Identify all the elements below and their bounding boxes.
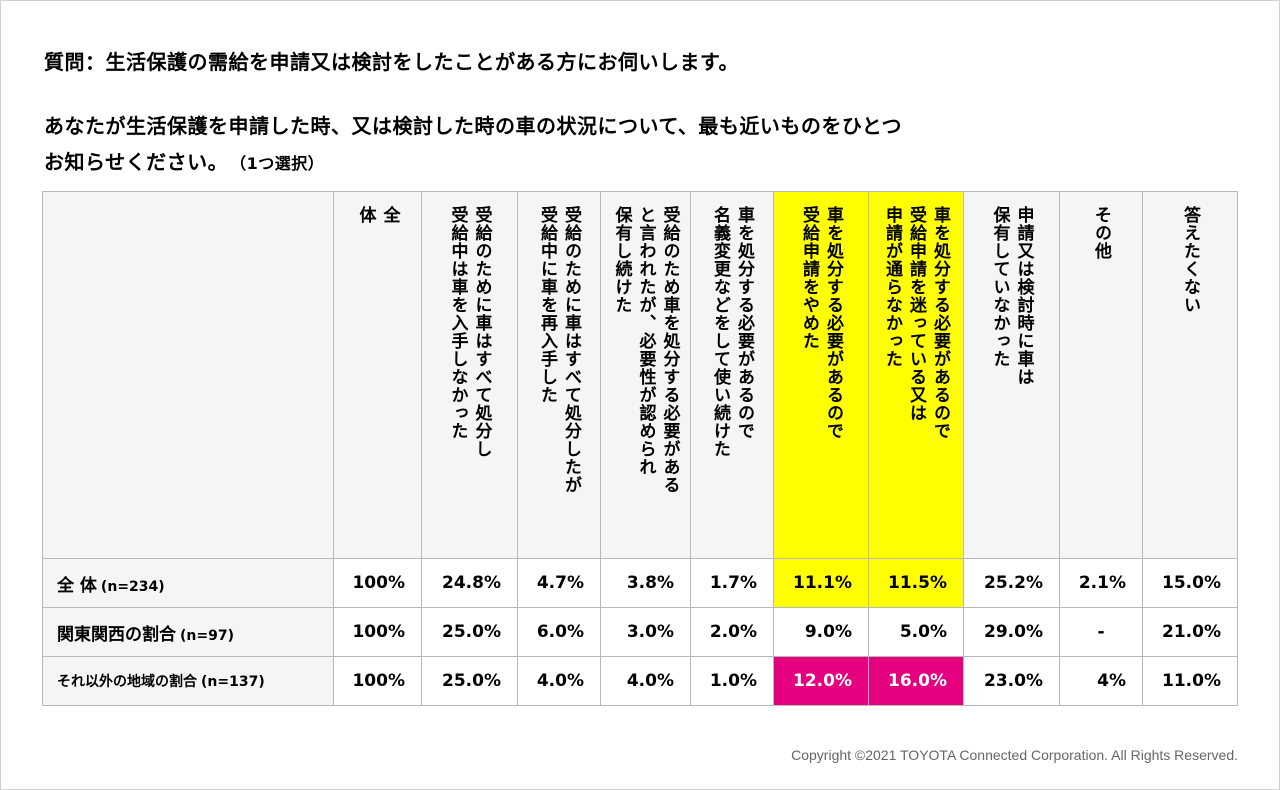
table-cell: 25.2% xyxy=(963,558,1060,608)
table-cell: 4.0% xyxy=(600,656,691,706)
table-cell: 12.0% xyxy=(773,656,869,706)
row-label: 関東関西の割合 (n=97) xyxy=(42,607,334,657)
column-header-line: 受給のため車を処分する必要がある xyxy=(659,206,680,494)
column-header-line: 体 xyxy=(355,206,376,237)
row-label: 全 体 (n=234) xyxy=(42,558,334,608)
column-header-line: その他 xyxy=(1091,206,1111,260)
table-cell: 6.0% xyxy=(517,607,601,657)
row-sample-size: (n=97) xyxy=(180,627,234,644)
column-header-line: 受給申請をやめた xyxy=(799,206,819,350)
table-cell: 25.0% xyxy=(421,656,518,706)
table-cell: 9.0% xyxy=(773,607,869,657)
table-cell: 11.5% xyxy=(868,558,964,608)
table-cell: 4.0% xyxy=(517,656,601,706)
row-label-text: それ以外の地域の割合 xyxy=(57,674,197,690)
table-cell: 100% xyxy=(333,607,422,657)
table-cell: 11.0% xyxy=(1142,656,1238,706)
column-header-line: 受給のために車はすべて処分したが xyxy=(561,206,581,494)
table-cell: 15.0% xyxy=(1142,558,1238,608)
table-cell: 11.1% xyxy=(773,558,869,608)
table-cell: 25.0% xyxy=(421,607,518,657)
table-cell: - xyxy=(1059,607,1143,657)
column-header-line: 名義変更などをして使い続けた xyxy=(710,206,730,458)
column-header: 申請又は検討時に車は 保有していなかった xyxy=(963,191,1060,559)
column-header: 受給のため車を処分する必要がある と言われたが、必要性が認められ 保有し続けた xyxy=(600,191,691,559)
column-header-line: 受給中は車を入手しなかった xyxy=(447,206,468,440)
column-header-line: 受給中に車を再入手した xyxy=(537,206,557,404)
table-cell: 2.0% xyxy=(690,607,774,657)
table-cell: 100% xyxy=(333,656,422,706)
table-cell: 23.0% xyxy=(963,656,1060,706)
column-header: 車を処分する必要があるので 名義変更などをして使い続けた xyxy=(690,191,774,559)
column-header-line: 受給のために車はすべて処分し xyxy=(471,206,492,458)
table-cell: 3.0% xyxy=(600,607,691,657)
column-header-line: 全 xyxy=(379,206,400,237)
table-cell: 21.0% xyxy=(1142,607,1238,657)
column-header: 車を処分する必要があるので 受給申請をやめた xyxy=(773,191,869,559)
column-header: 車を処分する必要があるので 受給申請を迷っている又は 申請が通らなかった xyxy=(868,191,964,559)
table-cell: 5.0% xyxy=(868,607,964,657)
column-header-line: 受給申請を迷っている又は xyxy=(906,206,926,422)
column-header: 全体 xyxy=(333,191,422,559)
column-header-line: 車を処分する必要があるので xyxy=(734,206,754,440)
row-label-text: 全 体 xyxy=(57,575,97,596)
table-cell: 29.0% xyxy=(963,607,1060,657)
question-title: 質問：生活保護の需給を申請又は検討をしたことがある方にお伺いします。 xyxy=(44,50,739,74)
question-line-3: お知らせください。 （1つ選択） xyxy=(44,144,902,182)
row-sample-size: (n=234) xyxy=(100,578,165,595)
question-note: （1つ選択） xyxy=(238,154,325,173)
column-header-line: 答えたくない xyxy=(1180,206,1200,314)
table-row: 全 体 (n=234) 100% 24.8% 4.7% 3.8% 1.7% 11.1% 11.5… xyxy=(42,558,1238,608)
table-cell: 4.7% xyxy=(517,558,601,608)
results-table: 全体受給のために車はすべて処分し 受給中は車を入手しなかった 受給のために車はすべて… xyxy=(42,191,1238,706)
column-header-line: 保有していなかった xyxy=(989,206,1010,368)
column-header-line: 保有し続けた xyxy=(611,206,632,314)
column-header-line: 車を処分する必要があるので xyxy=(823,206,843,440)
column-header-line: 車を処分する必要があるので xyxy=(930,206,950,440)
column-header-line: 申請が通らなかった xyxy=(882,206,902,368)
question-line-2: あなたが生活保護を申請した時、又は検討した時の車の状況について、最も近いものをひ… xyxy=(44,114,902,138)
header-row: 全体受給のために車はすべて処分し 受給中は車を入手しなかった 受給のために車はすべて… xyxy=(42,191,1238,559)
copyright: Copyright ©2021 TOYOTA Connected Corpora… xyxy=(791,747,1238,763)
question-body: あなたが生活保護を申請した時、又は検討した時の車の状況について、最も近いものをひ… xyxy=(44,108,902,182)
question-line-3-text: お知らせください。 xyxy=(44,150,229,174)
column-header-line: と言われたが、必要性が認められ xyxy=(635,206,656,476)
header-corner xyxy=(42,191,334,559)
table-cell: 100% xyxy=(333,558,422,608)
table-cell: 3.8% xyxy=(600,558,691,608)
table-cell: 1.0% xyxy=(690,656,774,706)
column-header: 受給のために車はすべて処分したが 受給中に車を再入手した xyxy=(517,191,601,559)
table-row: 関東関西の割合 (n=97) 100% 25.0% 6.0% 3.0% 2.0% 9.0% 5.… xyxy=(42,607,1238,657)
column-header: 答えたくない xyxy=(1142,191,1238,559)
column-header: その他 xyxy=(1059,191,1143,559)
row-label-text: 関東関西の割合 xyxy=(57,624,176,645)
table-cell: 4% xyxy=(1059,656,1143,706)
row-sample-size: (n=137) xyxy=(201,674,265,690)
column-header-line: 申請又は検討時に車は xyxy=(1013,206,1034,386)
table-cell: 1.7% xyxy=(690,558,774,608)
table-row: それ以外の地域の割合 (n=137) 100% 25.0% 4.0% 4.0% 1.0% 12… xyxy=(42,656,1238,706)
table-cell: 24.8% xyxy=(421,558,518,608)
table-cell: 2.1% xyxy=(1059,558,1143,608)
row-label: それ以外の地域の割合 (n=137) xyxy=(42,656,334,706)
table-cell: 16.0% xyxy=(868,656,964,706)
column-header: 受給のために車はすべて処分し 受給中は車を入手しなかった xyxy=(421,191,518,559)
